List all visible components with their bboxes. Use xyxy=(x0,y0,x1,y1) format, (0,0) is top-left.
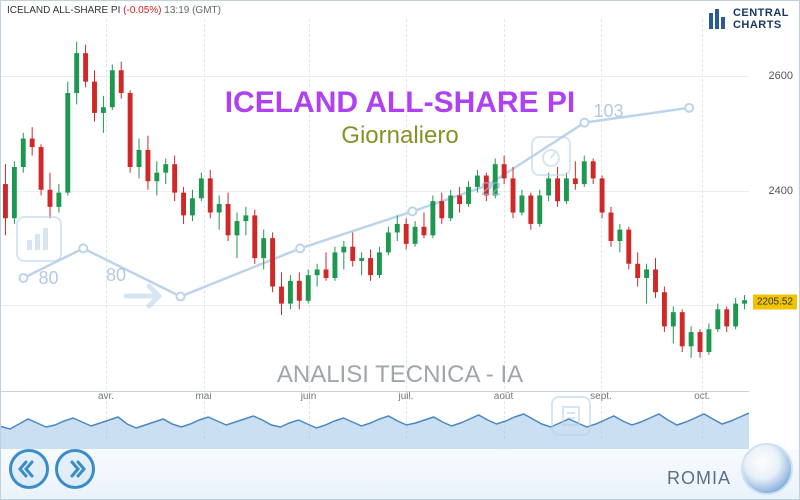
logo-line1: CENTRAL xyxy=(733,7,789,19)
y-axis: 2200240026002205.52 xyxy=(749,19,799,389)
logo-line2: CHARTS xyxy=(733,19,789,31)
avatar-icon[interactable] xyxy=(741,443,793,495)
central-charts-logo: CENTRAL CHARTS xyxy=(707,7,789,31)
header-info: ICELAND ALL-SHARE PI (-0.05%) 13:19 (GMT… xyxy=(7,5,221,16)
wm-number: 103 xyxy=(594,101,624,122)
next-button[interactable] xyxy=(55,449,95,489)
last-price-tag: 2205.52 xyxy=(753,294,797,309)
wm-doc-icon xyxy=(551,396,591,436)
wm-dial-icon xyxy=(531,136,571,176)
wm-number: 80 xyxy=(106,265,126,286)
timestamp: 13:19 (GMT) xyxy=(164,5,221,16)
logo-text: CENTRAL CHARTS xyxy=(733,7,789,31)
footer-label: ROMIA xyxy=(667,468,731,489)
oscillator-panel[interactable] xyxy=(1,399,749,449)
price-change: (-0.05%) xyxy=(123,5,161,16)
panel-separator xyxy=(1,391,749,392)
y-tick-label: 2600 xyxy=(769,70,793,82)
logo-icon xyxy=(707,7,727,31)
wm-number: 22 xyxy=(481,179,501,200)
wm-number: 80 xyxy=(39,268,59,289)
price-chart[interactable] xyxy=(1,19,749,389)
y-tick-label: 2400 xyxy=(769,185,793,197)
wm-arrow-icon xyxy=(121,271,171,321)
instrument-name: ICELAND ALL-SHARE PI xyxy=(7,5,120,16)
prev-button[interactable] xyxy=(9,449,49,489)
wm-bars-icon xyxy=(16,216,62,262)
